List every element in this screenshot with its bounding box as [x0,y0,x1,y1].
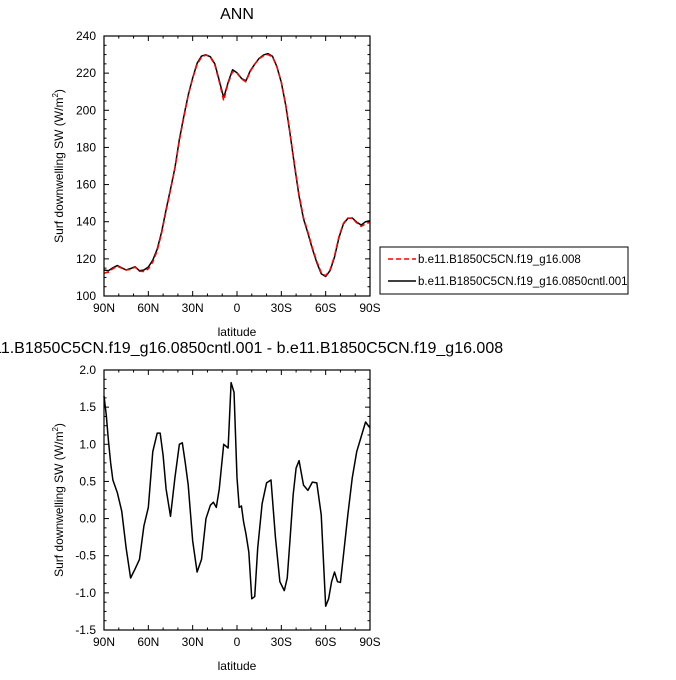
legend: b.e11.B1850C5CN.f19_g16.008 b.e11.B1850C… [379,246,629,295]
x-tick-label: 30N [182,635,204,649]
x-tick-label: 60N [137,635,159,649]
series-line-1 [103,53,371,277]
series-line-2 [103,52,371,278]
legend-label-series-1: b.e11.B1850C5CN.f19_g16.008 [418,254,581,266]
x-tick-label: 90S [359,301,380,315]
y-axis-label-bottom-end: ) [52,423,66,427]
chart-panel-top: ANN 90N 60N 30N 0 30S 60S 90S 100 120 140 160 180 20… [51,6,629,339]
y-axis-label-bottom-sup: 2 [51,427,60,432]
y-axis-label-bottom: Surf downwelling SW (W/m2) [51,423,66,577]
y-tick-label: -1.0 [75,586,96,600]
x-tick-label: 30N [182,301,204,315]
y-axis-label-top-main: Surf downwelling SW (W/m [52,98,66,243]
x-tick-label: 60N [137,301,159,315]
x-tick-label: 0 [234,301,241,315]
series-layer-top [103,52,371,278]
y-tick-label: 140 [76,215,96,229]
series-layer-bottom [103,381,371,607]
y-tick-label: 0.0 [79,512,96,526]
x-axis-label-bottom: latitude [218,659,257,673]
y-tick-label: 100 [76,289,96,303]
chart-title-bottom: b.e11.B1850C5CN.f19_g16.0850cntl.001 - b… [0,340,503,357]
x-tick-label: 90N [93,635,115,649]
chart-title-top: ANN [220,6,254,23]
y-tick-label: 220 [76,66,96,80]
plot-frame-bottom [103,369,371,631]
x-axis-label-top: latitude [218,325,257,339]
y-tick-label: -1.5 [75,623,96,637]
axis-ticks-top: 90N 60N 30N 0 30S 60S 90S 100 120 140 160 180 200 220… [76,29,381,315]
y-tick-label: 120 [76,252,96,266]
axis-ticks-bottom: 90N 60N 30N 0 30S 60S 90S -1.5 -1.0 -0.5 0.0 0.5 1.0… [75,363,380,649]
y-tick-label: 160 [76,178,96,192]
legend-box [379,246,629,295]
x-tick-label: 90S [359,635,380,649]
y-tick-label: -0.5 [75,549,96,563]
x-tick-label: 30S [271,301,292,315]
y-tick-label: 240 [76,29,96,43]
plot-frame-top [103,35,371,297]
x-tick-label: 60S [315,635,336,649]
y-tick-label: 180 [76,140,96,154]
y-tick-label: 1.0 [79,437,96,451]
chart-panel-bottom: b.e11.B1850C5CN.f19_g16.0850cntl.001 - b… [0,340,503,673]
series-line-1 [103,381,371,607]
x-tick-label: 60S [315,301,336,315]
y-axis-label-top: Surf downwelling SW (W/m2) [51,89,66,243]
x-tick-label: 30S [271,635,292,649]
y-axis-label-top-end: ) [52,89,66,93]
y-tick-label: 0.5 [79,474,96,488]
x-tick-label: 0 [234,635,241,649]
y-tick-label: 2.0 [79,363,96,377]
x-tick-label: 90N [93,301,115,315]
legend-label-series-2: b.e11.B1850C5CN.f19_g16.0850cntl.001 [418,276,628,288]
y-tick-label: 200 [76,103,96,117]
y-axis-label-bottom-main: Surf downwelling SW (W/m [52,432,66,577]
y-axis-label-top-sup: 2 [51,93,60,98]
y-tick-label: 1.5 [79,400,96,414]
